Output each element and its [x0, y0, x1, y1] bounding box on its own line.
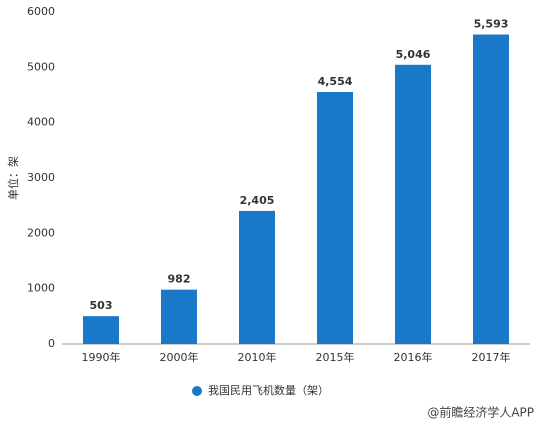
y-tick-label: 3000 [27, 171, 55, 184]
legend-marker [192, 386, 202, 396]
value-label: 5,046 [396, 48, 431, 61]
legend-label: 我国民用飞机数量（架） [208, 383, 329, 397]
y-tick-label: 1000 [27, 282, 55, 295]
bar [239, 210, 275, 344]
x-tick-label: 2010年 [238, 350, 277, 364]
bar [473, 34, 509, 345]
source: @前瞻经济学人APP [427, 405, 534, 420]
x-tick-label: 2016年 [394, 350, 433, 364]
value-label: 4,554 [318, 75, 353, 88]
y-tick-label: 0 [48, 337, 55, 350]
y-tick-label: 6000 [27, 5, 55, 18]
bar [83, 316, 119, 344]
x-tick-label: 2000年 [160, 350, 199, 364]
y-tick-label: 5000 [27, 60, 55, 73]
x-tick-label: 1990年 [82, 350, 121, 364]
value-label: 2,405 [240, 194, 275, 207]
x-tick-label: 2017年 [472, 350, 511, 364]
x-tick-label: 2015年 [316, 350, 355, 364]
bar [161, 289, 197, 344]
value-label: 982 [168, 273, 191, 286]
value-label: 5,593 [474, 18, 509, 31]
y-tick-label: 2000 [27, 226, 55, 239]
y-tick-label: 4000 [27, 116, 55, 129]
bar [395, 64, 431, 345]
value-label: 503 [90, 299, 113, 312]
bar [317, 92, 353, 345]
y-axis-label: 单位：架 [6, 156, 20, 200]
